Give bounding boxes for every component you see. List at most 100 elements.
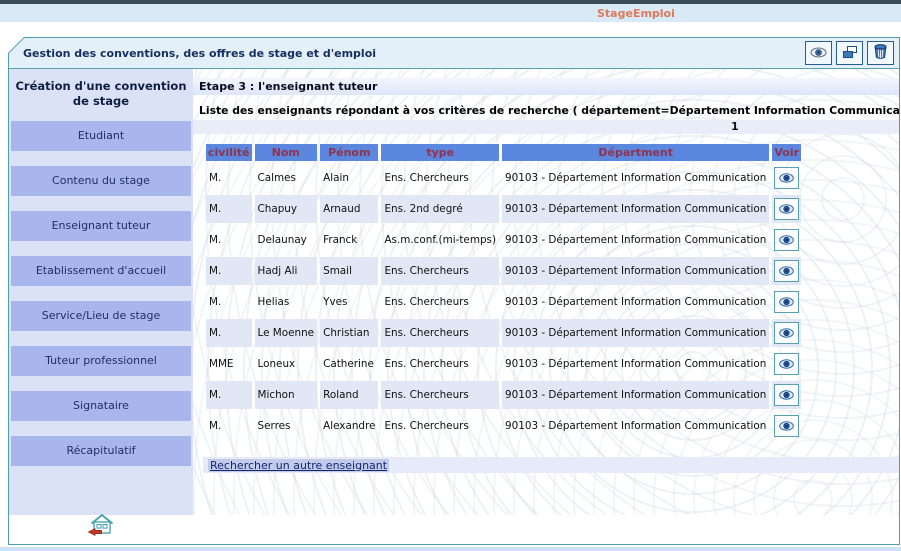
voir-eye-button[interactable] — [774, 260, 800, 282]
cell-prenom: Roland — [320, 381, 379, 409]
eye-icon — [779, 202, 794, 217]
trash-icon — [874, 43, 887, 63]
voir-eye-button[interactable] — [774, 384, 800, 406]
cell-nom: Loneux — [257, 358, 296, 370]
voir-eye-button[interactable] — [774, 229, 800, 251]
search-again-link[interactable]: Rechercher un autre enseignant — [208, 458, 390, 472]
table-row: M. Calmes Alain Ens. Chercheurs 90103 - … — [206, 164, 801, 192]
sidebar-item-6[interactable]: Signataire — [11, 390, 191, 421]
cell-departement: 90103 - Département Information Communic… — [505, 296, 767, 308]
pagination-band: 1 — [193, 120, 899, 134]
cell-civilite: M. — [209, 172, 222, 184]
eye-icon — [779, 171, 794, 186]
voir-eye-button[interactable] — [774, 353, 800, 375]
cell-prenom: Yves — [323, 296, 348, 308]
main-window: Gestion des conventions, des offres de s… — [8, 37, 900, 545]
sidebar-item-1[interactable]: Contenu du stage — [11, 165, 191, 196]
voir-eye-button[interactable] — [774, 167, 800, 189]
column-header-1: Nom — [254, 144, 318, 161]
voir-eye-button[interactable] — [774, 198, 800, 220]
table-row: M. Helias Yves Ens. Chercheurs 90103 - D… — [206, 288, 801, 316]
table-row: M. Hadj Ali Smail Ens. Chercheurs 90103 … — [206, 257, 802, 285]
eye-icon — [779, 233, 794, 248]
table-header-row: civilité Nom Pénom type Départment Voir — [206, 144, 802, 161]
print-button[interactable] — [836, 41, 863, 65]
sidebar-item-0[interactable]: Etudiant — [11, 120, 191, 151]
cell-departement: 90103 - Département Information Communic… — [502, 195, 770, 223]
eye-icon — [779, 264, 794, 279]
cell-departement: 90103 - Département Information Communic… — [505, 420, 767, 432]
view-button[interactable] — [805, 41, 832, 65]
sidebar: Création d'une convention de stage Etudi… — [9, 69, 193, 536]
column-header-5: Voir — [772, 144, 802, 161]
print-icon — [842, 45, 858, 62]
table-row: M. Delaunay Franck As.m.conf.(mi-temps) … — [206, 226, 801, 254]
results-criteria-line: Liste des enseignants répondant à vos cr… — [199, 104, 899, 117]
brand-bar: StageEmploi — [0, 4, 901, 22]
sidebar-item-label: Tuteur professionnel — [45, 354, 157, 368]
cell-departement: 90103 - Département Information Communic… — [502, 319, 770, 347]
cell-civilite: M. — [209, 420, 222, 432]
sidebar-item-2[interactable]: Enseignant tuteur — [11, 210, 191, 241]
cell-voir — [772, 164, 801, 192]
step-title: Etape 3 : l'enseignant tuteur — [199, 80, 378, 93]
cell-nom: Chapuy — [254, 195, 318, 223]
cell-departement: 90103 - Département Information Communic… — [502, 381, 770, 409]
sidebar-title: Création d'une convention de stage — [15, 79, 187, 108]
cell-civilite: M. — [206, 381, 252, 409]
cell-civilite: M. — [206, 195, 252, 223]
cell-voir — [772, 226, 801, 254]
voir-eye-button[interactable] — [774, 322, 800, 344]
cell-prenom: Christian — [320, 319, 379, 347]
sidebar-item-5[interactable]: Tuteur professionnel — [11, 345, 191, 376]
search-again-bar: Rechercher un autre enseignant — [203, 457, 899, 473]
window-toolbar — [805, 41, 894, 65]
cell-nom: Delaunay — [257, 234, 307, 246]
column-header-0: civilité — [206, 144, 252, 161]
cell-type: Ens. Chercheurs — [381, 319, 500, 347]
sidebar-item-7[interactable]: Récapitulatif — [11, 435, 191, 466]
delete-button[interactable] — [867, 41, 894, 65]
sidebar-item-4[interactable]: Service/Lieu de stage — [11, 300, 191, 331]
voir-eye-button[interactable] — [774, 415, 800, 437]
sidebar-item-label: Contenu du stage — [52, 174, 150, 188]
column-header-4: Départment — [502, 144, 770, 161]
cell-type: Ens. Chercheurs — [384, 358, 469, 370]
cell-type: Ens. Chercheurs — [381, 257, 500, 285]
cell-departement: 90103 - Département Information Communic… — [505, 234, 767, 246]
table-row: M. Serres Alexandre Ens. Chercheurs 9010… — [206, 412, 801, 440]
cell-type: Ens. 2nd degré — [381, 195, 500, 223]
teachers-table: civilité Nom Pénom type Départment Voir M. Ca… — [203, 141, 804, 443]
voir-eye-button[interactable] — [774, 291, 800, 313]
sidebar-item-label: Etudiant — [77, 129, 125, 143]
cell-type: Ens. Chercheurs — [384, 420, 469, 432]
cell-voir — [772, 257, 802, 285]
sidebar-item-label: Enseignant tuteur — [51, 219, 151, 233]
column-header-2: Pénom — [320, 144, 379, 161]
table-row: MME Loneux Catherine Ens. Chercheurs 901… — [206, 350, 801, 378]
eye-icon — [779, 357, 794, 372]
sidebar-item-3[interactable]: Etablissement d'accueil — [11, 255, 191, 286]
cell-voir — [772, 195, 802, 223]
home-back-button[interactable] — [86, 511, 116, 539]
cell-voir — [772, 412, 801, 440]
eye-icon — [779, 388, 794, 403]
eye-icon — [779, 419, 794, 434]
cell-departement: 90103 - Département Information Communic… — [505, 172, 767, 184]
window-titlebar: Gestion des conventions, des offres de s… — [9, 38, 899, 69]
table-row: M. Le Moenne Christian Ens. Chercheurs 9… — [206, 319, 802, 347]
sidebar-item-label: Etablissement d'accueil — [35, 264, 167, 278]
cell-voir — [772, 319, 802, 347]
cell-prenom: Arnaud — [320, 195, 379, 223]
cell-type: Ens. Chercheurs — [381, 381, 500, 409]
cell-nom: Le Moenne — [254, 319, 318, 347]
window-title: Gestion des conventions, des offres de s… — [23, 46, 377, 60]
home-icon — [87, 513, 115, 542]
cell-nom: Hadj Ali — [254, 257, 318, 285]
cell-civilite: M. — [209, 234, 222, 246]
cell-nom: Calmes — [257, 172, 296, 184]
table-row: M. Michon Roland Ens. Chercheurs 90103 -… — [206, 381, 802, 409]
top-dark-strip — [0, 0, 901, 4]
cell-prenom: Franck — [323, 234, 358, 246]
cell-prenom: Catherine — [323, 358, 374, 370]
